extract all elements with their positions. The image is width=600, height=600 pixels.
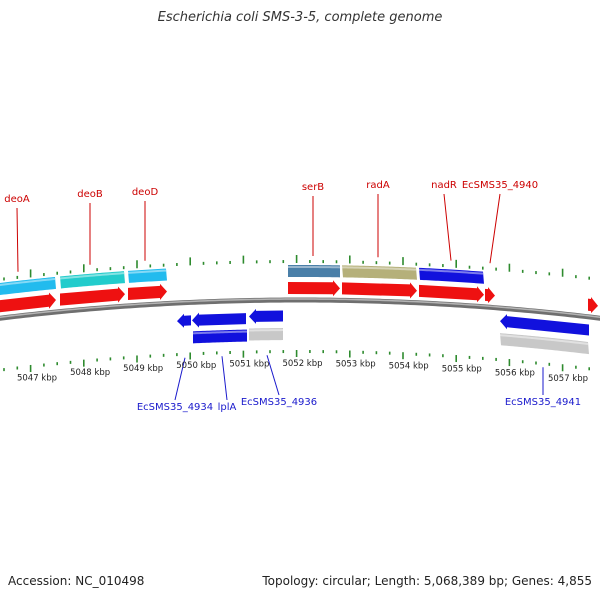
scale-ticks xyxy=(3,255,591,373)
gene-label-top: radA xyxy=(366,180,390,191)
gene-label-top: nadR xyxy=(431,180,457,191)
label-leaders xyxy=(16,193,544,401)
feature-shine xyxy=(127,269,167,274)
feature-shine xyxy=(418,268,484,275)
label-leader xyxy=(489,193,501,264)
reverse-cds-arrow xyxy=(192,312,246,328)
label-leader xyxy=(443,193,452,261)
gene-features xyxy=(0,265,598,355)
feature-shine xyxy=(499,334,589,345)
scale-label: 5050 kbp xyxy=(176,361,216,371)
deoB-gene-bar xyxy=(60,271,125,289)
forward-cds-arrow xyxy=(419,284,484,303)
gene-label-bottom: lplA xyxy=(218,402,237,413)
feature-shine xyxy=(59,272,125,280)
gene-label-bottom: EcSMS35_4936 xyxy=(241,397,317,408)
scale-label: 5048 kbp xyxy=(70,368,110,378)
gene-label-bottom: EcSMS35_4941 xyxy=(505,397,581,408)
forward-cds-arrow xyxy=(60,286,125,306)
scale-label: 5054 kbp xyxy=(389,361,429,371)
gene-label-top: serB xyxy=(302,182,324,193)
label-leader xyxy=(174,357,186,401)
lplA-gene-bar xyxy=(193,329,247,344)
forward-cds-arrow xyxy=(342,282,417,299)
accession-text: Accession: NC_010498 xyxy=(8,574,145,588)
scale-label: 5049 kbp xyxy=(123,364,163,374)
gene-label-top: EcSMS35_4940 xyxy=(462,180,538,191)
scale-labels: 5047 kbp 5048 kbp 5049 kbp 5050 kbp 5051 kbp… xyxy=(17,359,588,384)
gene-label-top: deoA xyxy=(4,194,30,205)
reverse-cds-arrow xyxy=(249,308,283,324)
reverse-cds-arrow xyxy=(500,314,589,336)
gene-label-bottom: EcSMS35_4934 xyxy=(137,402,213,413)
gene-label-top: deoD xyxy=(132,187,159,198)
scale-label: 5052 kbp xyxy=(282,359,322,369)
EcSMS35_4941-gene-bar xyxy=(500,333,589,355)
reverse-cds-arrow xyxy=(177,313,191,328)
scale-label: 5056 kbp xyxy=(495,369,535,379)
feature-shine xyxy=(0,277,56,286)
forward-cds-arrow xyxy=(485,287,495,304)
label-leader xyxy=(221,356,228,401)
feature-shine xyxy=(341,266,417,271)
backbone-highlight xyxy=(0,298,600,318)
backbone-line xyxy=(0,297,600,321)
label-leader xyxy=(266,355,280,396)
deoD-gene-bar xyxy=(128,268,167,283)
scale-label: 5053 kbp xyxy=(336,360,376,370)
scale-label: 5047 kbp xyxy=(17,373,57,383)
serB-gene-bar xyxy=(288,265,340,278)
gene-labels: deoA deoB deoD serB radA nadR EcSMS35_4940 EcSM… xyxy=(4,180,581,413)
scale-label: 5051 kbp xyxy=(229,360,269,370)
nadR-gene-bar xyxy=(419,267,484,284)
genome-summary-text: Topology: circular; Length: 5,068,389 bp… xyxy=(262,574,592,588)
forward-cds-arrow xyxy=(128,283,167,300)
deoA-gene-bar xyxy=(0,276,56,296)
genome-backbone xyxy=(0,297,600,321)
genome-title: Escherichia coli SMS-3-5, complete genom… xyxy=(157,10,443,25)
scale-label: 5057 kbp xyxy=(548,374,588,384)
gene-label-top: deoB xyxy=(77,189,103,200)
forward-cds-arrow xyxy=(0,292,56,313)
label-leader xyxy=(16,207,19,272)
forward-cds-arrow xyxy=(588,296,598,314)
EcSMS35_4936-gene-bar xyxy=(249,328,283,341)
radA-gene-bar xyxy=(342,265,417,280)
feature-shine xyxy=(192,330,248,335)
scale-label: 5055 kbp xyxy=(442,364,482,374)
forward-cds-arrow xyxy=(288,280,340,297)
